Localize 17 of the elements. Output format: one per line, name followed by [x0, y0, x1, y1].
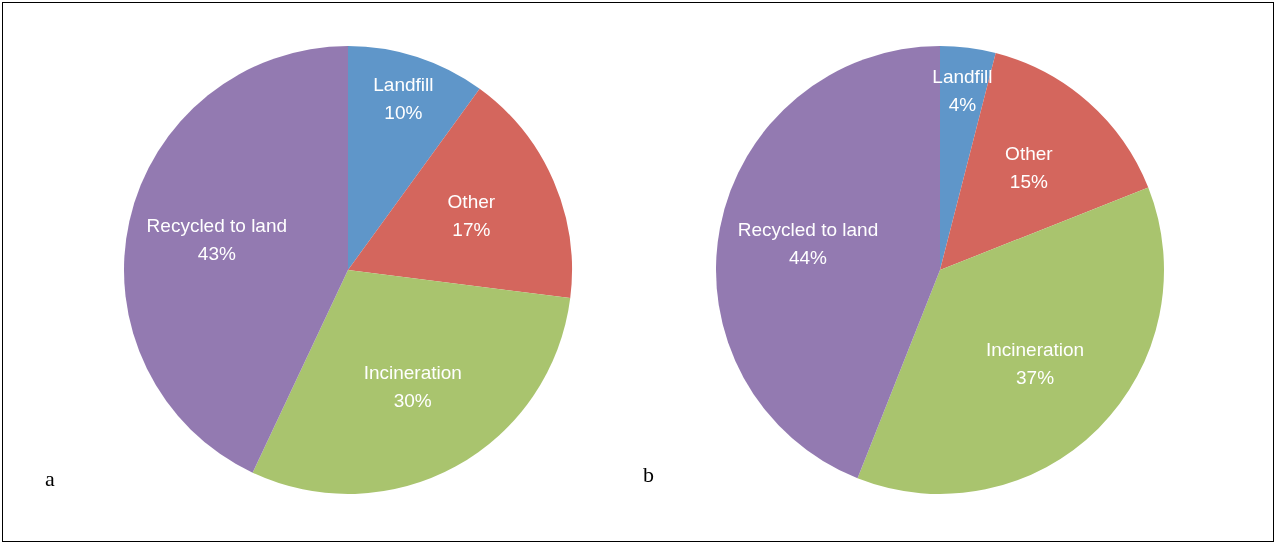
data-label: 4% [948, 94, 977, 116]
data-label: 37% [1016, 367, 1055, 389]
slice-label: Incineration [363, 362, 462, 384]
text: a [45, 466, 55, 492]
text: b [643, 462, 654, 488]
slice-label: Other [447, 190, 496, 212]
slice-label: Recycled to land [146, 214, 288, 236]
slice-label: Other [1005, 143, 1054, 165]
slice-label: Recycled to land [737, 219, 879, 241]
data-label: 10% [384, 101, 423, 123]
data-label: 15% [1009, 171, 1048, 193]
data-label: 43% [197, 242, 236, 264]
data-label: 17% [452, 218, 491, 240]
data-label: 30% [393, 390, 432, 412]
slice-label: Incineration [985, 339, 1085, 361]
slice-label: Landfill [373, 73, 434, 95]
data-label: 44% [788, 247, 828, 269]
